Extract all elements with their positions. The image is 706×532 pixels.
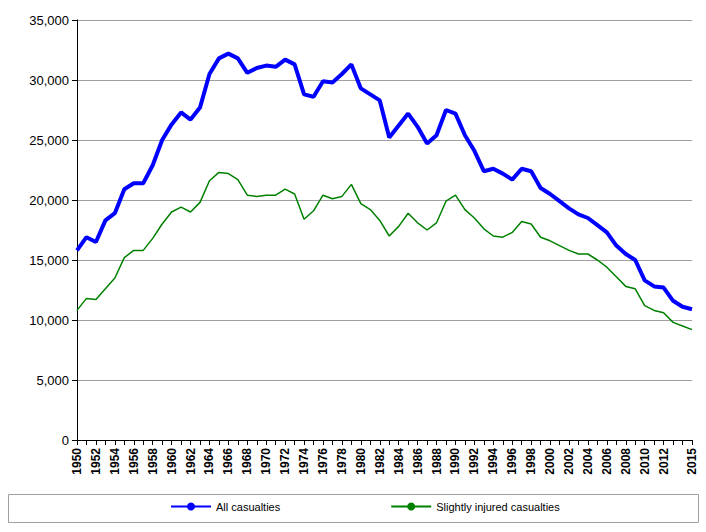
svg-text:1978: 1978 [335,448,349,475]
svg-text:1992: 1992 [467,448,481,475]
svg-text:1990: 1990 [448,448,462,475]
svg-text:2008: 2008 [619,448,633,475]
svg-text:1950: 1950 [70,448,84,475]
svg-text:1986: 1986 [411,448,425,475]
svg-text:5,000: 5,000 [36,373,69,388]
svg-text:1960: 1960 [165,448,179,475]
svg-text:0: 0 [62,433,69,448]
svg-text:1994: 1994 [486,448,500,475]
svg-text:35,000: 35,000 [29,13,69,28]
svg-text:2010: 2010 [638,448,652,475]
svg-text:1998: 1998 [524,448,538,475]
svg-text:15,000: 15,000 [29,253,69,268]
svg-text:2012: 2012 [657,448,671,475]
svg-text:1964: 1964 [202,448,216,475]
svg-text:1952: 1952 [89,448,103,475]
svg-text:1972: 1972 [278,448,292,475]
svg-text:1966: 1966 [221,448,235,475]
svg-text:1982: 1982 [373,448,387,475]
svg-text:1968: 1968 [240,448,254,475]
svg-text:1976: 1976 [316,448,330,475]
svg-text:10,000: 10,000 [29,313,69,328]
svg-text:1954: 1954 [108,448,122,475]
svg-text:25,000: 25,000 [29,133,69,148]
svg-text:30,000: 30,000 [29,73,69,88]
svg-text:2015: 2015 [685,448,699,475]
svg-text:1984: 1984 [392,448,406,475]
svg-text:1970: 1970 [259,448,273,475]
svg-text:1956: 1956 [127,448,141,475]
svg-text:1958: 1958 [146,448,160,475]
svg-text:1996: 1996 [505,448,519,475]
svg-text:1980: 1980 [354,448,368,475]
svg-text:1974: 1974 [297,448,311,475]
svg-text:Slightly injured casualties: Slightly injured casualties [436,501,560,513]
svg-text:1962: 1962 [184,448,198,475]
svg-text:2000: 2000 [543,448,557,475]
svg-text:2006: 2006 [600,448,614,475]
svg-text:20,000: 20,000 [29,193,69,208]
svg-text:2002: 2002 [562,448,576,475]
svg-text:1988: 1988 [430,448,444,475]
svg-text:2004: 2004 [581,448,595,475]
svg-text:All casualties: All casualties [216,501,281,513]
